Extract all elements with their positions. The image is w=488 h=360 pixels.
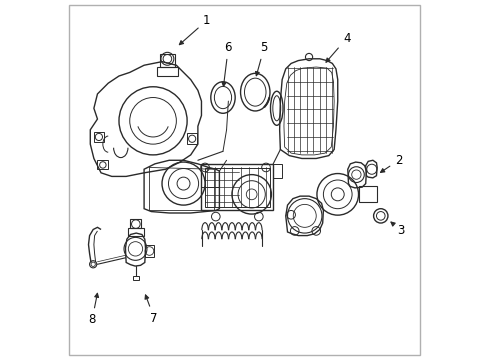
Bar bbox=[144, 244, 153, 257]
Text: 6: 6 bbox=[222, 41, 232, 86]
Text: 3: 3 bbox=[390, 222, 404, 237]
Bar bbox=[97, 160, 108, 169]
Bar bbox=[132, 276, 139, 280]
Text: 2: 2 bbox=[380, 154, 402, 172]
Bar bbox=[160, 54, 174, 67]
Bar bbox=[204, 168, 269, 207]
Text: 1: 1 bbox=[179, 14, 210, 45]
Bar bbox=[187, 134, 197, 144]
Bar bbox=[128, 228, 143, 235]
Bar bbox=[201, 164, 273, 211]
Text: 8: 8 bbox=[88, 293, 99, 327]
Text: 5: 5 bbox=[255, 41, 267, 76]
Bar bbox=[273, 164, 282, 178]
Text: 4: 4 bbox=[325, 32, 350, 62]
Bar bbox=[94, 132, 104, 142]
Text: 7: 7 bbox=[145, 295, 158, 325]
Bar bbox=[156, 67, 178, 76]
Bar bbox=[359, 186, 376, 202]
Bar bbox=[130, 220, 141, 228]
